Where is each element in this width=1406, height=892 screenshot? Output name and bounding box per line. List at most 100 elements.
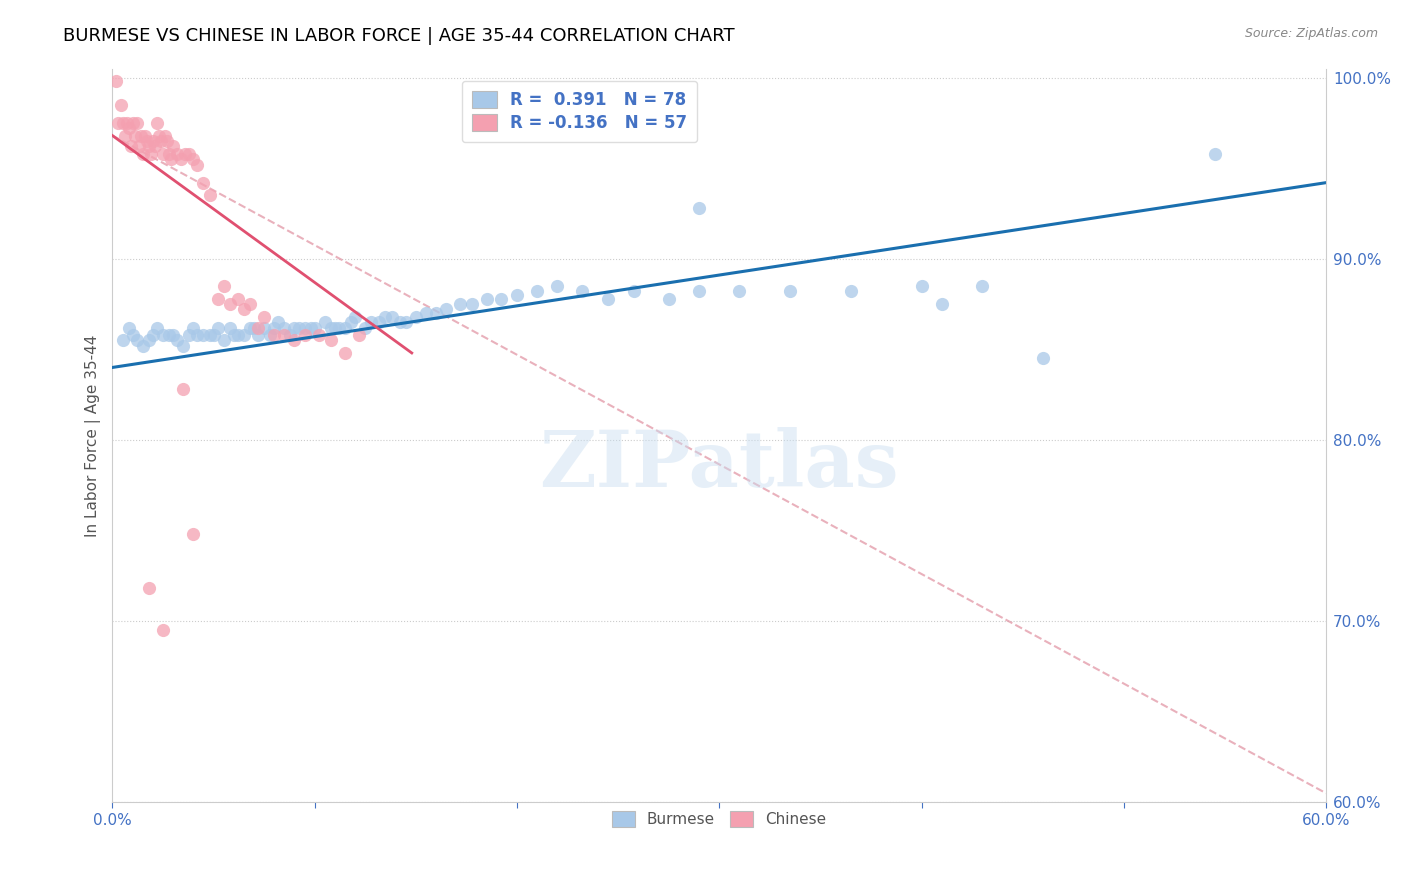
Point xyxy=(688,201,710,215)
Point xyxy=(475,292,498,306)
Point xyxy=(198,188,221,202)
Point xyxy=(688,285,710,299)
Point xyxy=(152,146,174,161)
Point xyxy=(333,346,356,360)
Point xyxy=(128,139,150,153)
Point xyxy=(121,327,143,342)
Point xyxy=(340,315,363,329)
Point xyxy=(658,292,681,306)
Point xyxy=(132,146,155,161)
Point xyxy=(138,333,160,347)
Point xyxy=(181,320,204,334)
Point xyxy=(193,327,215,342)
Point xyxy=(172,382,194,396)
Point xyxy=(449,297,471,311)
Point xyxy=(314,315,336,329)
Point xyxy=(148,128,170,143)
Point xyxy=(546,279,568,293)
Point xyxy=(273,320,295,334)
Point xyxy=(1032,351,1054,366)
Point xyxy=(186,327,208,342)
Point xyxy=(186,157,208,171)
Point xyxy=(146,116,169,130)
Point xyxy=(779,285,801,299)
Point xyxy=(294,327,316,342)
Point xyxy=(110,97,132,112)
Point xyxy=(170,152,193,166)
Point xyxy=(162,139,184,153)
Point xyxy=(111,333,134,347)
Point xyxy=(172,339,194,353)
Point xyxy=(156,134,179,148)
Point xyxy=(120,139,142,153)
Point xyxy=(174,146,197,161)
Point xyxy=(333,320,356,334)
Point xyxy=(160,152,183,166)
Point xyxy=(181,527,204,541)
Point xyxy=(142,327,165,342)
Point xyxy=(226,292,249,306)
Point xyxy=(319,320,342,334)
Point xyxy=(138,139,160,153)
Point xyxy=(263,327,285,342)
Point xyxy=(135,134,157,148)
Point xyxy=(125,333,148,347)
Point xyxy=(354,320,377,334)
Point xyxy=(299,320,322,334)
Point xyxy=(596,292,619,306)
Point xyxy=(283,333,305,347)
Point xyxy=(267,315,290,329)
Point xyxy=(263,320,285,334)
Point xyxy=(142,134,165,148)
Point xyxy=(202,327,225,342)
Point xyxy=(218,297,240,311)
Point xyxy=(910,279,932,293)
Point xyxy=(166,333,188,347)
Point xyxy=(212,333,235,347)
Legend: Burmese, Chinese: Burmese, Chinese xyxy=(605,804,834,835)
Point xyxy=(124,128,146,143)
Point xyxy=(972,279,994,293)
Point xyxy=(132,339,155,353)
Point xyxy=(280,327,302,342)
Point xyxy=(111,116,134,130)
Y-axis label: In Labor Force | Age 35-44: In Labor Force | Age 35-44 xyxy=(86,334,101,537)
Point xyxy=(198,327,221,342)
Point xyxy=(149,134,172,148)
Point xyxy=(226,327,249,342)
Point xyxy=(415,306,437,320)
Point xyxy=(380,310,402,324)
Point xyxy=(239,297,262,311)
Point xyxy=(319,333,342,347)
Point xyxy=(328,320,350,334)
Point xyxy=(117,320,139,334)
Point xyxy=(259,327,281,342)
Point xyxy=(368,315,391,329)
Point xyxy=(125,116,148,130)
Point xyxy=(1204,146,1226,161)
Text: Source: ZipAtlas.com: Source: ZipAtlas.com xyxy=(1244,27,1378,40)
Point xyxy=(273,327,295,342)
Point xyxy=(179,146,201,161)
Point xyxy=(207,320,229,334)
Point xyxy=(152,327,174,342)
Point xyxy=(212,279,235,293)
Point xyxy=(243,320,266,334)
Point xyxy=(129,128,152,143)
Point xyxy=(162,327,184,342)
Point xyxy=(526,285,548,299)
Point xyxy=(105,74,128,88)
Point xyxy=(323,320,346,334)
Point xyxy=(117,121,139,136)
Point xyxy=(287,320,309,334)
Point xyxy=(222,327,245,342)
Point xyxy=(360,315,382,329)
Point xyxy=(179,327,201,342)
Point xyxy=(134,128,156,143)
Point xyxy=(304,320,326,334)
Text: ZIPatlas: ZIPatlas xyxy=(540,426,898,503)
Point xyxy=(146,320,169,334)
Point xyxy=(207,292,229,306)
Point xyxy=(425,306,447,320)
Point xyxy=(232,302,254,317)
